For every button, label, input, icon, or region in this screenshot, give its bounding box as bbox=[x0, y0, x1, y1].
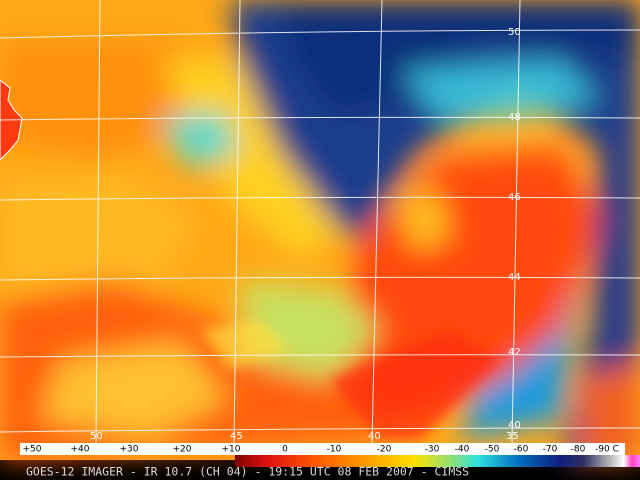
caption: GOES-12 IMAGER - IR 10.7 (CH 04) - 19:15… bbox=[26, 465, 469, 479]
colorbar-label: -30 bbox=[425, 445, 440, 455]
latitude-label: 40 bbox=[508, 420, 521, 431]
colorbar-labels-band bbox=[20, 443, 625, 455]
latitude-label: 42 bbox=[508, 347, 521, 358]
colorbar-label: -70 bbox=[543, 445, 558, 455]
longitude-label: 35 bbox=[506, 431, 519, 442]
colorbar bbox=[235, 455, 640, 467]
colorbar-label: +20 bbox=[173, 445, 192, 455]
latitude-label: 46 bbox=[508, 192, 521, 203]
longitude-label: 50 bbox=[90, 431, 103, 442]
colorbar-label: -40 bbox=[455, 445, 470, 455]
latitude-label: 48 bbox=[508, 112, 521, 123]
longitude-label: 40 bbox=[368, 431, 381, 442]
latitude-label: 50 bbox=[508, 27, 521, 38]
colorbar-label: +30 bbox=[120, 445, 139, 455]
colorbar-label: +10 bbox=[222, 445, 241, 455]
colorbar-label: -20 bbox=[377, 445, 392, 455]
colorbar-label: +50 bbox=[23, 445, 42, 455]
latitude-label: 44 bbox=[508, 272, 521, 283]
longitude-label: 45 bbox=[230, 431, 243, 442]
colorbar-label: -10 bbox=[327, 445, 342, 455]
colorbar-label: -60 bbox=[514, 445, 529, 455]
colorbar-label: 0 bbox=[282, 445, 288, 455]
colorbar-label: +40 bbox=[71, 445, 90, 455]
graticule bbox=[0, 0, 640, 444]
imagery bbox=[0, 0, 640, 460]
colorbar-label: -50 bbox=[485, 445, 500, 455]
colorbar-label: -90 C bbox=[595, 445, 619, 455]
colorbar-label: -80 bbox=[571, 445, 586, 455]
